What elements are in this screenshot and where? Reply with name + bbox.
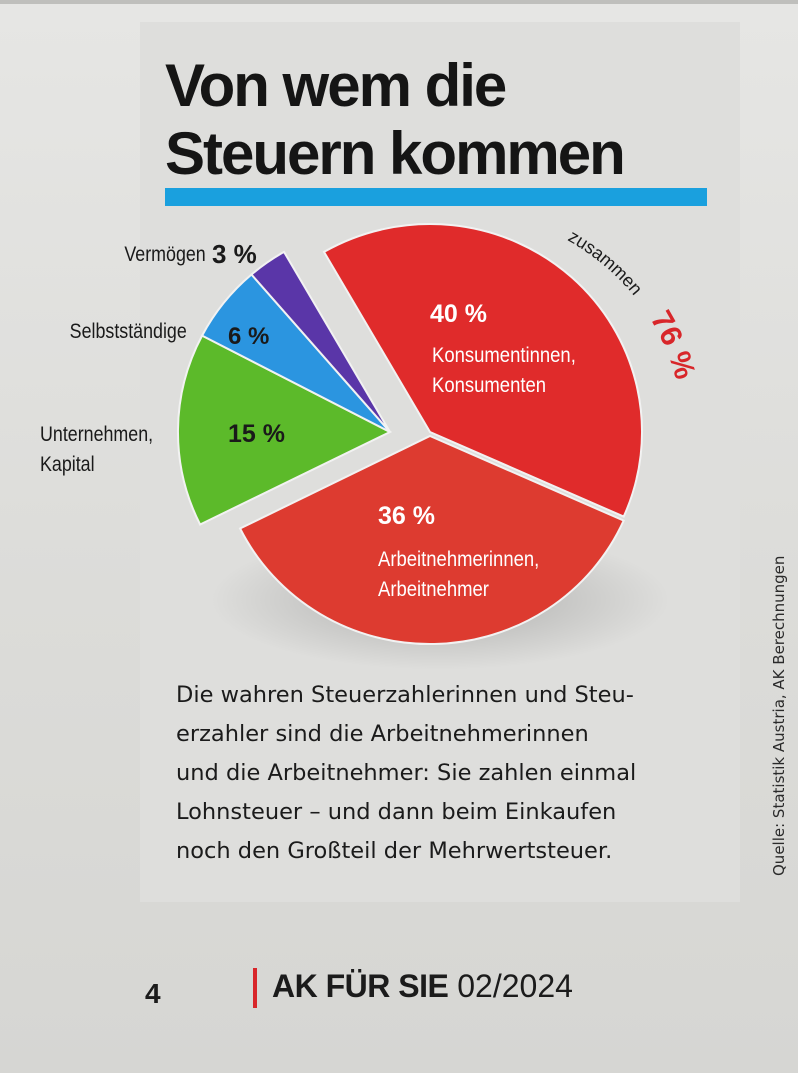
label-arbeitnehmer-line2: Arbeitnehmer [378,578,489,601]
value-konsumenten: 40 % [430,300,487,328]
slice-konsumenten [322,223,643,518]
description-line-4: Lohnsteuer – und dann beim Einkaufen [176,799,617,825]
label-vermoegen: Vermögen [125,240,206,270]
description-line-5: noch den Großteil der Mehrwertsteuer. [176,838,613,864]
footer-magazine: AK FÜR SIE 02/2024 [272,968,573,1005]
magazine-issue: 02/2024 [457,968,573,1004]
label-unternehmen-line1: Unternehmen, [40,423,154,446]
label-konsumenten-line2: Konsumenten [432,374,547,397]
combined-word: zusammen [565,226,646,299]
value-vermoegen: 3 % [212,239,257,269]
page-number: 4 [145,978,161,1009]
value-arbeitnehmer: 36 % [378,502,435,530]
source-note: Quelle: Statistik Austria, AK Berechnung… [770,555,788,876]
page-edge [0,0,798,4]
combined-value-text: 76 % [644,305,702,383]
combined-text: zusammen [565,226,646,299]
label-vermoegen-name: Vermögen [124,243,206,266]
description-text: Die wahren Steuerzahlerinnen und Steu- e… [176,676,736,871]
chart-title: Von wem die Steuern kommen [165,52,725,188]
value-selbststaendige: 6 % [228,323,270,350]
label-selbststaendige: Selbstständige [70,317,187,347]
label-konsumenten-line1: Konsumentinnen, [432,344,576,367]
title-line-1: Von wem die [165,52,507,119]
combined-value: 76 % [644,305,702,383]
pie-slices [177,223,643,646]
description-line-3: und die Arbeitnehmer: Sie zahlen einmal [176,760,637,786]
label-unternehmen: Unternehmen, Kapital [40,420,153,480]
label-arbeitnehmer: Arbeitnehmerinnen, Arbeitnehmer [378,545,539,605]
magazine-name: AK FÜR SIE [272,968,449,1004]
label-unternehmen-line2: Kapital [40,453,95,476]
title-line-2: Steuern kommen [165,120,626,187]
slice-vermoegen [250,250,391,433]
description-line-2: erzahler sind die Arbeitnehmerinnen [176,721,589,747]
description-line-1: Die wahren Steuerzahlerinnen und Steu- [176,682,634,708]
footer-separator [253,968,257,1008]
title-accent-bar [165,188,707,206]
label-arbeitnehmer-line1: Arbeitnehmerinnen, [378,548,540,571]
label-selbststaendige-name: Selbstständige [69,320,187,343]
slice-unternehmen [177,334,393,526]
slice-arbeitnehmer [238,434,626,646]
value-unternehmen: 15 % [228,420,285,448]
label-konsumenten: Konsumentinnen, Konsumenten [432,341,576,401]
